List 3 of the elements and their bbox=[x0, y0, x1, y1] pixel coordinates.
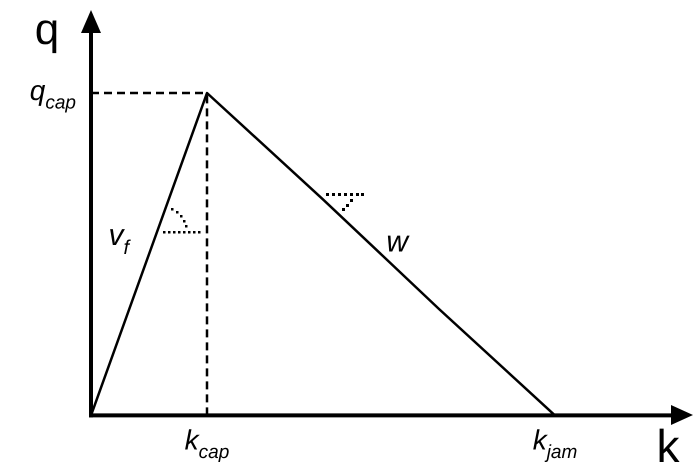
x-axis-title: k bbox=[656, 420, 680, 471]
annotation: w bbox=[386, 225, 410, 258]
y-axis-title: q bbox=[34, 5, 60, 54]
